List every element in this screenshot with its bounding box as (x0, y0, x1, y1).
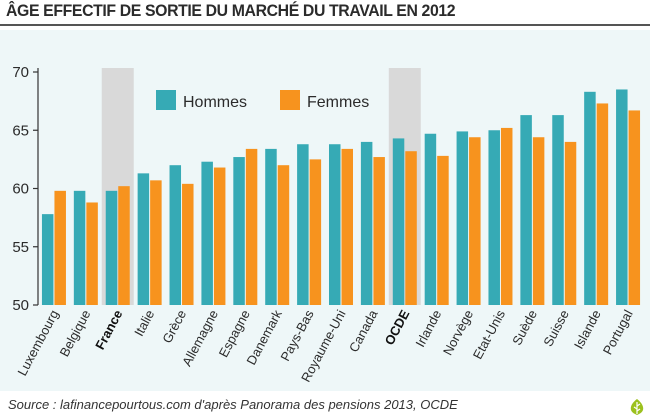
category-label-italie: Italie (131, 307, 157, 338)
category-label-portugal: Portugal (600, 307, 636, 357)
category-label-belgique: Belgique (56, 307, 93, 359)
bar-hommes-france (105, 190, 118, 305)
bar-hommes-belgique (73, 190, 86, 305)
bar-hommes-islande (584, 91, 596, 306)
bar-hommes-suisse (552, 115, 564, 305)
bar-femmes-etat-unis (500, 127, 513, 305)
source-note: Source : lafinancepourtous.com d'après P… (8, 397, 458, 412)
category-label-suede: Suède (509, 307, 540, 347)
bar-femmes-irlande (437, 155, 449, 305)
bar-femmes-espagne (245, 148, 258, 305)
legend-swatch-hommes (156, 90, 176, 110)
legend-label-hommes: Hommes (183, 94, 247, 111)
y-tick-label: 60 (12, 181, 29, 198)
chart-title: ÂGE EFFECTIF DE SORTIE DU MARCHÉ DU TRAV… (6, 1, 456, 20)
bar-femmes-suisse (564, 141, 577, 305)
bar-femmes-france (118, 186, 130, 305)
bar-hommes-ocde (392, 138, 405, 305)
bar-hommes-portugal (616, 89, 628, 305)
bar-femmes-belgique (86, 202, 98, 305)
category-label-ocde: OCDE (382, 307, 413, 347)
bar-femmes-allemagne (213, 167, 226, 305)
bar-hommes-luxembourg (41, 214, 54, 305)
category-label-suisse: Suisse (540, 307, 572, 349)
bar-hommes-grece (169, 165, 182, 305)
bar-hommes-suede (520, 115, 532, 305)
leaf-logo-icon (630, 399, 644, 415)
bar-hommes-canada (360, 141, 373, 305)
legend-label-femmes: Femmes (307, 94, 369, 111)
category-label-luxembourg: Luxembourg (14, 307, 61, 378)
bar-hommes-irlande (424, 133, 437, 305)
category-label-grece: Grèce (159, 307, 189, 345)
title-underline (0, 24, 650, 26)
category-label-canada: Canada (346, 307, 381, 355)
y-tick-label: 70 (12, 64, 29, 81)
y-tick-label: 55 (12, 239, 29, 256)
bar-femmes-norvege (469, 137, 481, 305)
bar-hommes-allemagne (201, 161, 213, 305)
bar-femmes-canada (373, 157, 385, 305)
bar-hommes-espagne (233, 157, 245, 305)
bar-hommes-royaume-uni (329, 144, 341, 305)
bar-femmes-danemark (277, 165, 290, 305)
y-tick-label: 65 (12, 122, 29, 139)
category-label-norvege: Norvège (440, 307, 476, 357)
y-tick-label: 50 (12, 297, 29, 314)
bar-femmes-italie (150, 180, 162, 305)
bar-femmes-ocde (405, 151, 417, 305)
bar-femmes-islande (596, 103, 609, 305)
bar-hommes-etat-unis (488, 130, 500, 305)
bar-femmes-portugal (628, 110, 641, 305)
bar-femmes-royaume-uni (341, 148, 353, 305)
category-label-irlande: Irlande (412, 307, 444, 349)
category-label-islande: Islande (571, 307, 604, 351)
legend-swatch-femmes (280, 90, 300, 110)
bar-hommes-italie (137, 173, 150, 305)
bar-femmes-grece (182, 183, 194, 305)
bar-femmes-luxembourg (54, 190, 66, 305)
bar-hommes-norvege (456, 131, 469, 305)
bar-femmes-suede (532, 137, 545, 305)
bar-femmes-pays-bas (309, 159, 322, 305)
category-label-france: France (92, 307, 125, 352)
bar-hommes-pays-bas (297, 144, 309, 305)
bar-hommes-danemark (265, 148, 277, 305)
